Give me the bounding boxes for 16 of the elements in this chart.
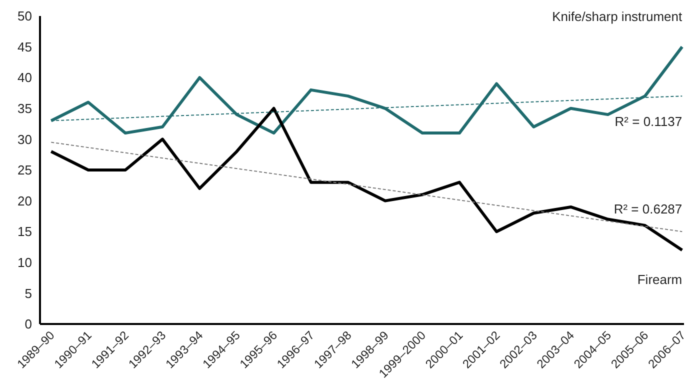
y-tick-label: 10	[18, 255, 32, 270]
y-tick-label: 50	[18, 8, 32, 24]
y-tick-label: 45	[18, 39, 32, 54]
y-tick-label: 40	[18, 70, 32, 86]
line-series	[50, 106, 684, 252]
annotation: R² = 0.1137	[614, 114, 682, 130]
y-tick-label: 30	[18, 132, 32, 147]
series-label: Firearm	[637, 272, 682, 288]
y-tick-label: 25	[18, 162, 32, 178]
y-tick-label: 15	[18, 224, 32, 240]
y-tick-label: 5	[24, 286, 32, 301]
series-label: Knife/sharp instrument	[552, 8, 683, 24]
annotation: R² = 0.6287	[614, 202, 682, 217]
y-tick-label: 0	[24, 316, 32, 332]
y-tick-label: 35	[18, 101, 32, 116]
y-tick-label: 20	[18, 193, 32, 208]
